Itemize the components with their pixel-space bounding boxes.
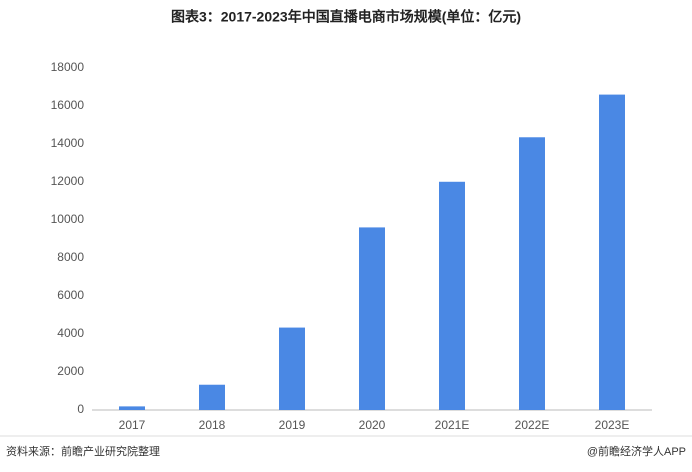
y-tick-label: 10000 (51, 212, 85, 226)
y-tick-label: 0 (77, 402, 84, 416)
source-note: 资料来源：前瞻产业研究院整理 (6, 444, 160, 458)
bar (439, 181, 465, 410)
bar (519, 137, 545, 411)
y-tick-label: 2000 (57, 364, 84, 378)
x-tick-label: 2022E (515, 418, 550, 432)
x-tick-label: 2019 (279, 418, 306, 432)
bar (119, 406, 145, 410)
y-tick-label: 16000 (51, 98, 85, 112)
bar (279, 327, 305, 410)
y-tick-label: 6000 (57, 288, 84, 302)
x-tick-label: 2017 (119, 418, 146, 432)
chart-title: 图表3：2017-2023年中国直播电商市场规模(单位：亿元) (171, 9, 521, 25)
y-tick-label: 12000 (51, 174, 85, 188)
bar (359, 227, 385, 410)
x-tick-label: 2020 (359, 418, 386, 432)
x-tick-label: 2018 (199, 418, 226, 432)
y-tick-label: 14000 (51, 136, 85, 150)
x-tick-label: 2021E (435, 418, 470, 432)
x-tick-label: 2023E (595, 418, 630, 432)
credit: @前瞻经济学人APP (587, 444, 686, 458)
y-tick-label: 18000 (51, 60, 85, 74)
bar (599, 94, 625, 410)
y-tick-label: 4000 (57, 326, 84, 340)
y-tick-label: 8000 (57, 250, 84, 264)
bar (199, 384, 225, 410)
